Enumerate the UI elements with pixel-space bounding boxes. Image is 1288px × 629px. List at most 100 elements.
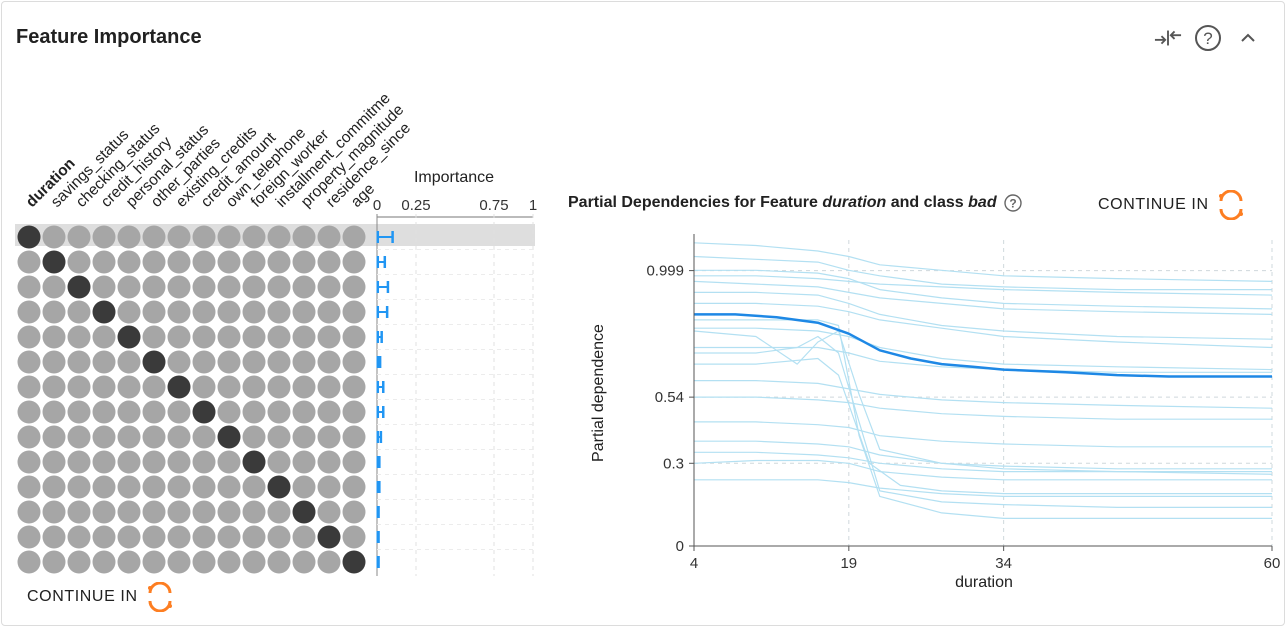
matrix-dot xyxy=(317,300,341,324)
matrix-dot xyxy=(267,250,291,274)
matrix-dot xyxy=(92,250,116,274)
matrix-dot xyxy=(17,375,41,399)
pd-ice-line xyxy=(694,275,1273,296)
importance-tick-label: 0.25 xyxy=(401,197,430,214)
matrix-dot xyxy=(267,425,291,449)
matrix-dot xyxy=(167,475,191,499)
matrix-dot xyxy=(192,225,216,249)
matrix-dot xyxy=(17,325,41,349)
matrix-dot xyxy=(167,525,191,549)
matrix-dot xyxy=(142,550,166,574)
help-circle-icon[interactable]: ? xyxy=(1194,24,1222,52)
matrix-dot xyxy=(17,350,41,374)
matrix-dot xyxy=(292,300,316,324)
matrix-dot xyxy=(167,275,191,299)
matrix-dot xyxy=(217,350,241,374)
matrix-dot xyxy=(92,450,116,474)
matrix-dot xyxy=(167,400,191,424)
knime-logo-icon xyxy=(1218,190,1243,220)
matrix-dot xyxy=(117,425,141,449)
matrix-dot xyxy=(142,275,166,299)
matrix-dot xyxy=(142,450,166,474)
matrix-dot xyxy=(117,375,141,399)
matrix-dot xyxy=(342,425,366,449)
matrix-dot xyxy=(17,475,41,499)
matrix-dot xyxy=(242,375,266,399)
matrix-dot xyxy=(67,225,91,249)
matrix-dot xyxy=(67,400,91,424)
matrix-dot xyxy=(67,250,91,274)
pd-ice-line xyxy=(694,440,1272,470)
pd-ice-line xyxy=(693,255,1272,291)
matrix-dot xyxy=(267,350,291,374)
importance-axis-title: Importance xyxy=(414,169,494,186)
importance-bar xyxy=(376,481,381,493)
matrix-dot xyxy=(42,400,66,424)
matrix-dot xyxy=(67,450,91,474)
matrix-dot xyxy=(67,425,91,449)
matrix-dot xyxy=(317,375,341,399)
matrix-dot xyxy=(342,275,366,299)
pd-ice-line xyxy=(694,357,1272,495)
chevron-up-icon[interactable] xyxy=(1234,24,1262,52)
matrix-dot xyxy=(167,350,191,374)
matrix-dot xyxy=(117,500,141,524)
matrix-dot-selected xyxy=(117,325,141,349)
matrix-dot xyxy=(317,550,341,574)
pd-y-axis-label: Partial dependence xyxy=(590,324,607,462)
matrix-dot xyxy=(192,275,216,299)
matrix-dot-selected xyxy=(167,375,191,399)
matrix-dot xyxy=(192,325,216,349)
matrix-dot xyxy=(117,550,141,574)
matrix-dot xyxy=(267,400,291,424)
matrix-dot xyxy=(292,325,316,349)
matrix-dot xyxy=(117,225,141,249)
matrix-dot xyxy=(192,425,216,449)
matrix-dot xyxy=(217,375,241,399)
matrix-dot xyxy=(342,500,366,524)
matrix-dot xyxy=(167,325,191,349)
matrix-dot-selected xyxy=(142,350,166,374)
importance-bar xyxy=(376,556,380,568)
matrix-dot xyxy=(42,450,66,474)
matrix-dot xyxy=(292,350,316,374)
pd-title-prefix: Partial Dependencies for Feature xyxy=(568,194,823,211)
matrix-dot xyxy=(242,275,266,299)
matrix-dot xyxy=(342,400,366,424)
matrix-dot xyxy=(92,525,116,549)
matrix-dot-selected xyxy=(242,450,266,474)
pd-ice-line xyxy=(694,327,1273,371)
pd-ice-line xyxy=(694,346,1272,373)
matrix-dot xyxy=(317,225,341,249)
matrix-dot xyxy=(217,225,241,249)
matrix-dot xyxy=(167,450,191,474)
matrix-dot xyxy=(167,425,191,449)
matrix-dot xyxy=(317,250,341,274)
matrix-dot-selected xyxy=(267,475,291,499)
matrix-dot-selected xyxy=(342,550,366,574)
matrix-dot xyxy=(92,375,116,399)
matrix-dot xyxy=(42,550,66,574)
matrix-dot xyxy=(242,325,266,349)
matrix-dot xyxy=(267,300,291,324)
compress-arrows-icon[interactable] xyxy=(1154,24,1182,52)
matrix-dot xyxy=(342,350,366,374)
matrix-dot xyxy=(17,450,41,474)
pd-continue-in-button[interactable]: CONTINUE IN xyxy=(1098,190,1245,220)
matrix-dot xyxy=(167,500,191,524)
matrix-dot xyxy=(42,425,66,449)
matrix-dot xyxy=(342,525,366,549)
fi-continue-in-button[interactable]: CONTINUE IN xyxy=(27,582,174,612)
matrix-dot xyxy=(117,400,141,424)
matrix-dot xyxy=(342,225,366,249)
matrix-dot xyxy=(192,250,216,274)
pd-ice-line xyxy=(694,319,1272,519)
matrix-dot xyxy=(317,450,341,474)
matrix-dot-selected xyxy=(317,525,341,549)
matrix-dot xyxy=(142,300,166,324)
pd-ice-line xyxy=(694,269,1273,310)
pd-help-icon[interactable]: ? xyxy=(1003,193,1023,213)
matrix-dot xyxy=(42,525,66,549)
matrix-dot xyxy=(217,275,241,299)
